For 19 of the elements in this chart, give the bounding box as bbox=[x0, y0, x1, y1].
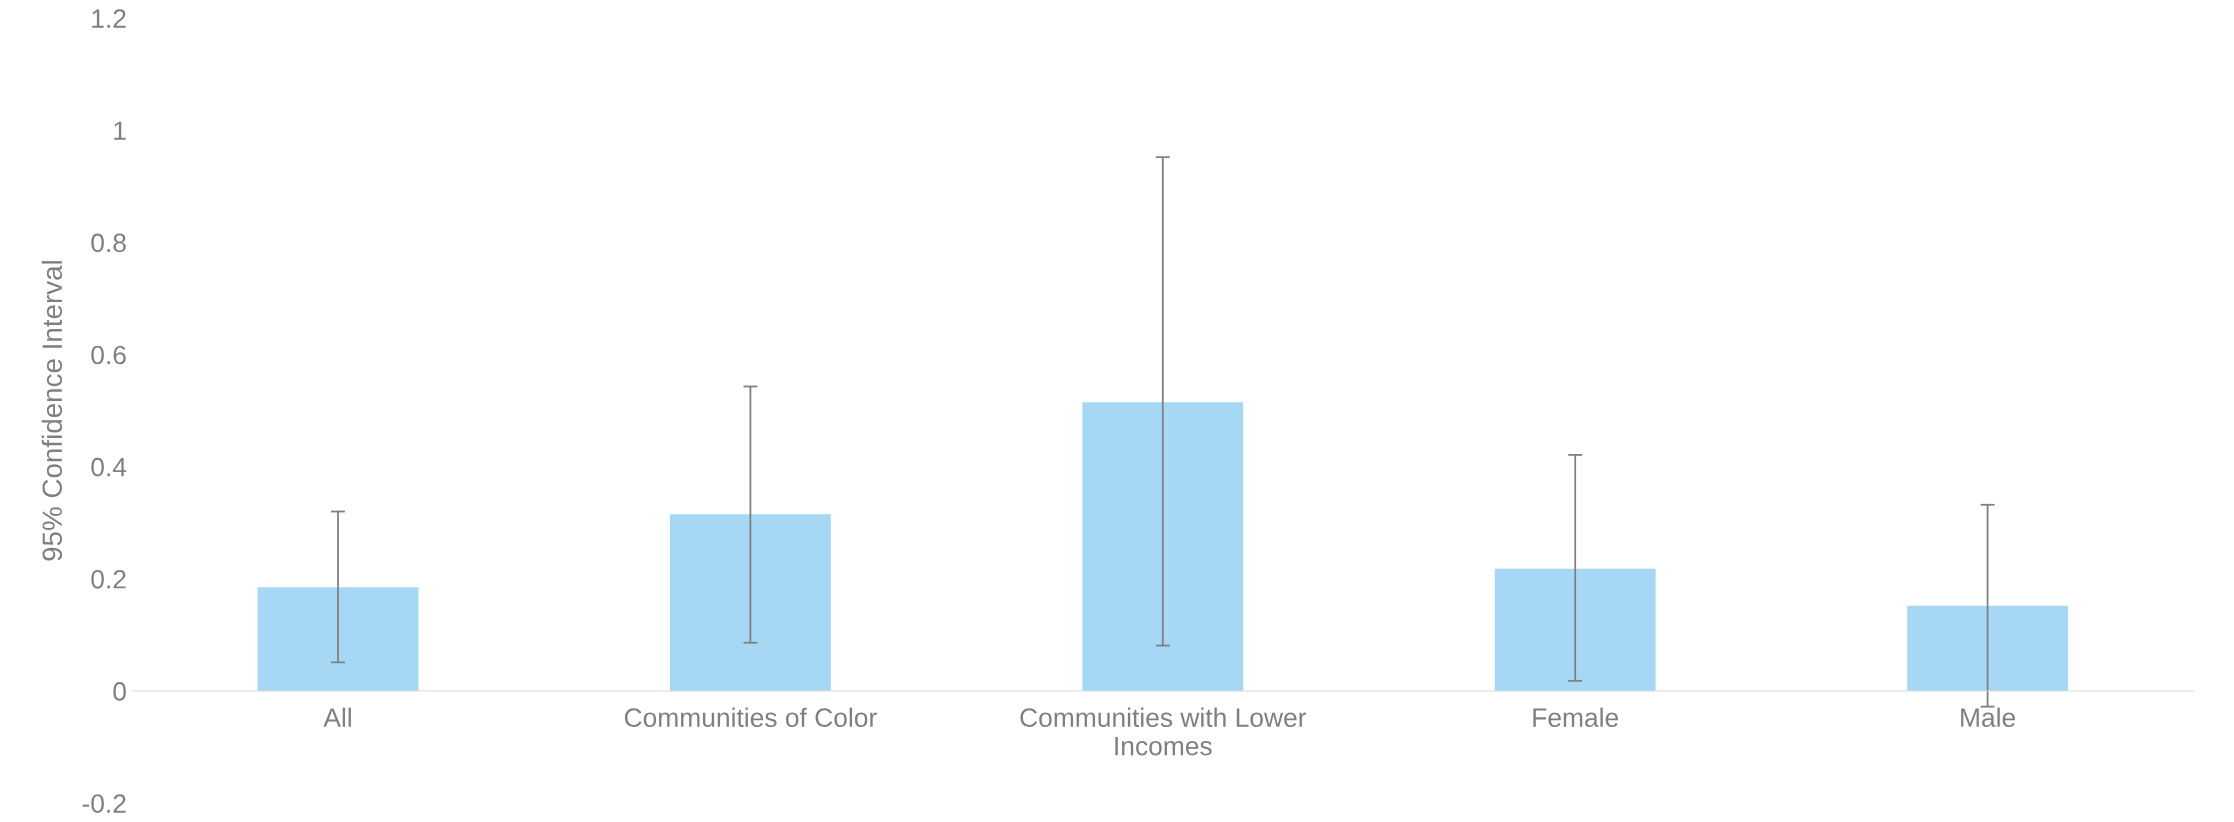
x-tick-label: Communities of Color bbox=[624, 707, 877, 727]
x-tick-label: Male bbox=[1961, 707, 2016, 727]
y-tick-label: 0.6 bbox=[91, 345, 126, 365]
y-tick-label: 0.8 bbox=[91, 233, 126, 253]
y-tick-label: 0.4 bbox=[91, 457, 127, 477]
x-tick-label: Communities with Lower Incomes bbox=[1020, 707, 1307, 756]
y-tick-label: 0 bbox=[113, 682, 126, 701]
x-tick-label: All bbox=[323, 707, 351, 727]
bar bbox=[257, 587, 419, 691]
y-tick-label: -0.2 bbox=[82, 794, 126, 813]
bar bbox=[1494, 568, 1656, 691]
bar bbox=[1907, 605, 2069, 691]
x-tick-label: Female bbox=[1533, 707, 1619, 727]
y-tick-label: 1 bbox=[114, 121, 126, 140]
y-tick-label: 0.2 bbox=[91, 569, 126, 589]
bar bbox=[1082, 402, 1244, 691]
y-axis-title: 95% Confidence Interval bbox=[41, 261, 63, 561]
bar bbox=[669, 514, 831, 691]
y-tick-label: 1.2 bbox=[92, 9, 126, 28]
